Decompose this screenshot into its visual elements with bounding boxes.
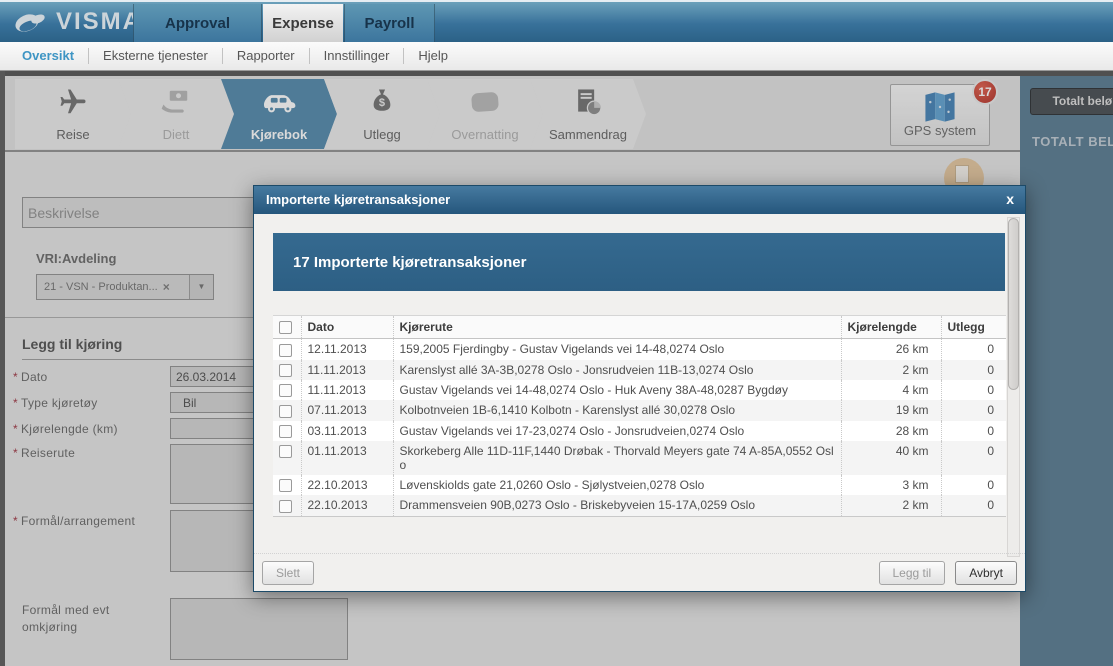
step-label: Kjørebok — [250, 127, 308, 142]
step-label: Sammendrag — [548, 127, 628, 142]
row-checkbox[interactable] — [279, 404, 292, 418]
scrollbar-thumb[interactable] — [1008, 218, 1019, 390]
table-row: 11.11.2013 Karenslyst allé 3A-3B,0278 Os… — [273, 359, 1006, 380]
header-dato: Dato — [300, 315, 393, 340]
dato-input[interactable] — [170, 366, 270, 387]
omkjoring-label: Formål med evt omkjøring — [22, 603, 110, 634]
tab-approval[interactable]: Approval — [133, 4, 262, 44]
row-checkbox[interactable] — [279, 499, 292, 513]
step-kjorebok[interactable]: Kjørebok — [221, 79, 337, 149]
step-label: Reise — [56, 127, 90, 142]
expense-wizard-steps: Reise Diett Kj — [5, 76, 1020, 152]
subnav-item-eksterne-tjenester[interactable]: Eksterne tjenester — [88, 48, 222, 64]
tab-payroll[interactable]: Payroll — [344, 4, 435, 44]
step-overnatting: Overnatting — [427, 79, 543, 149]
header-utlegg: Utlegg — [940, 315, 1006, 340]
formal-arrangement-label: * Formål/arrangement — [13, 514, 136, 528]
visma-leaf-icon — [15, 14, 45, 32]
delete-button[interactable]: Slett — [262, 561, 315, 585]
imported-transactions-dialog: Importerte kjøretransaksjoner x 17 Impor… — [253, 185, 1026, 592]
row-checkbox[interactable] — [279, 479, 292, 493]
remove-selection-icon[interactable]: × — [162, 280, 170, 294]
table-row: 07.11.2013 Kolbotnveien 1B-6,1410 Kolbot… — [273, 400, 1006, 421]
type-kjoretoy-input[interactable] — [170, 392, 270, 413]
step-label: Overnatting — [451, 127, 519, 142]
vri-avdeling-label: VRI:Avdeling — [36, 251, 117, 266]
kjorelengde-input[interactable] — [170, 418, 270, 439]
total-amount-button[interactable]: Totalt beløp — [1030, 88, 1113, 115]
dropdown-arrow-icon[interactable]: ▼ — [189, 275, 213, 299]
close-icon[interactable]: x — [1006, 191, 1014, 207]
map-icon — [925, 92, 955, 122]
car-icon — [221, 87, 337, 122]
vri-selected-value: 21 - VSN - Produktan... — [44, 281, 158, 293]
step-utlegg[interactable]: $ Utlegg — [324, 79, 440, 149]
select-all-checkbox[interactable] — [279, 321, 292, 335]
row-checkbox[interactable] — [279, 424, 292, 438]
table-row: 01.11.2013 Skorkeberg Alle 11D-11F,1440 … — [273, 440, 1006, 475]
row-checkbox[interactable] — [279, 445, 292, 459]
total-amount-title: TOTALT BELØP — [1032, 134, 1113, 149]
dato-label: * Dato — [13, 370, 48, 384]
step-label: Utlegg — [363, 127, 401, 142]
modal-scrollbar[interactable] — [1007, 217, 1020, 557]
description-input[interactable] — [22, 197, 267, 228]
kjorelengde-label: * Kjørelengde (km) — [13, 422, 118, 436]
top-navigation-bar: VISMA Approval Expense Payroll — [0, 0, 1113, 44]
subnav-item-rapporter[interactable]: Rapporter — [221, 48, 309, 64]
table-row: 22.10.2013 Drammensveien 90B,0273 Oslo -… — [273, 495, 1006, 517]
add-driving-section-title: Legg til kjøring — [22, 336, 268, 360]
table-row: 12.11.2013 159,2005 Fjerdingby - Gustav … — [273, 338, 1006, 360]
dialog-title: Importerte kjøretransaksjoner — [266, 192, 451, 207]
vri-avdeling-select[interactable]: 21 - VSN - Produktan... × ▼ — [36, 274, 214, 300]
subnav-item-hjelp[interactable]: Hjelp — [403, 48, 462, 64]
subnav-item-oversikt[interactable]: Oversikt — [22, 48, 75, 63]
cancel-button[interactable]: Avbryt — [955, 561, 1017, 585]
svg-text:$: $ — [379, 97, 385, 109]
visma-logo: VISMA — [14, 8, 142, 36]
dialog-banner: 17 Importerte kjøretransaksjoner — [273, 233, 1005, 291]
step-label: Diett — [162, 127, 190, 142]
report-pie-icon — [530, 87, 646, 124]
brand-name: VISMA — [56, 8, 143, 35]
tab-expense[interactable]: Expense — [263, 4, 343, 44]
type-kjoretoy-label: * Type kjøretøy — [13, 396, 98, 410]
step-reise[interactable]: Reise — [15, 79, 131, 149]
content-top-border — [0, 71, 1113, 76]
dialog-footer: Slett Legg til Avbryt — [254, 553, 1025, 591]
gps-notification-badge: 17 — [972, 79, 998, 105]
table-row: 22.10.2013 Løvenskiolds gate 21,0260 Osl… — [273, 474, 1006, 496]
add-button[interactable]: Legg til — [878, 561, 946, 585]
omkjoring-textarea[interactable] — [170, 598, 348, 660]
gps-button-label: GPS system — [903, 123, 977, 138]
step-diett: Diett — [118, 79, 234, 149]
dialog-titlebar[interactable]: Importerte kjøretransaksjoner x — [254, 186, 1025, 214]
header-kjorerute: Kjørerute — [392, 315, 841, 340]
reiserute-label: * Reiserute — [13, 446, 76, 460]
hand-money-icon — [118, 87, 234, 122]
table-header-row: Dato Kjørerute Kjørelengde Utlegg — [273, 315, 1006, 340]
row-checkbox[interactable] — [279, 384, 292, 398]
transactions-table: Dato Kjørerute Kjørelengde Utlegg 12.11.… — [273, 315, 1006, 517]
row-checkbox[interactable] — [279, 343, 292, 357]
subnav-item-innstillinger[interactable]: Innstillinger — [308, 48, 404, 64]
pillow-icon — [427, 87, 543, 122]
step-sammendrag[interactable]: Sammendrag — [530, 79, 646, 149]
money-bag-icon: $ — [324, 87, 440, 124]
table-row: 03.11.2013 Gustav Vigelands vei 17-23,02… — [273, 420, 1006, 441]
content-left-border — [0, 71, 5, 666]
total-amount-sidebar: Totalt beløp TOTALT BELØP — [1020, 76, 1113, 666]
row-checkbox[interactable] — [279, 363, 292, 377]
airplane-icon — [15, 87, 131, 122]
table-row: 11.11.2013 Gustav Vigelands vei 14-48,02… — [273, 379, 1006, 401]
secondary-navigation: Oversikt Eksterne tjenester Rapporter In… — [0, 42, 1113, 71]
header-kjorelengde: Kjørelengde — [840, 315, 941, 340]
